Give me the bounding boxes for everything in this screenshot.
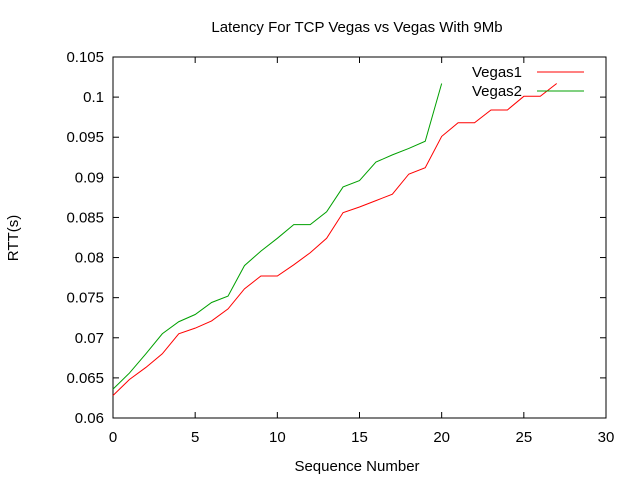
y-tick-label: 0.095 [66,129,104,146]
y-tick-label: 0.08 [75,250,104,267]
axis-ticks: 0 5 10 15 20 25 30 0.06 0.065 0.07 0.075 0.08 0.085 0… [66,49,614,446]
plot-axes [112,56,607,419]
y-tick-label: 0.06 [75,410,104,427]
series-line-vegas1 [112,83,558,396]
legend-label-vegas1: Vegas1 [472,64,522,81]
series-line-vegas2 [112,83,443,390]
legend-label-vegas2: Vegas2 [472,83,522,100]
y-tick-label: 0.085 [66,209,104,226]
y-tick-label: 0.07 [75,330,104,347]
y-tick-label: 0.1 [83,89,104,106]
series-lines [112,83,558,396]
y-tick-label: 0.09 [75,169,104,186]
y-tick-label: 0.065 [66,370,104,387]
x-tick-label: 0 [109,429,117,446]
chart-title: Latency For TCP Vegas vs Vegas With 9Mb [211,19,502,36]
x-tick-label: 30 [598,429,615,446]
y-axis-label: RTT(s) [5,215,22,261]
legend: Vegas1 Vegas2 [472,64,584,100]
y-tick-label: 0.105 [66,49,104,66]
x-tick-label: 20 [433,429,450,446]
x-axis-label: Sequence Number [294,458,419,475]
plot-frame [112,56,607,419]
x-tick-label: 10 [269,429,286,446]
x-tick-label: 15 [351,429,368,446]
x-tick-label: 25 [515,429,532,446]
x-tick-label: 5 [191,429,199,446]
y-tick-label: 0.075 [66,290,104,307]
